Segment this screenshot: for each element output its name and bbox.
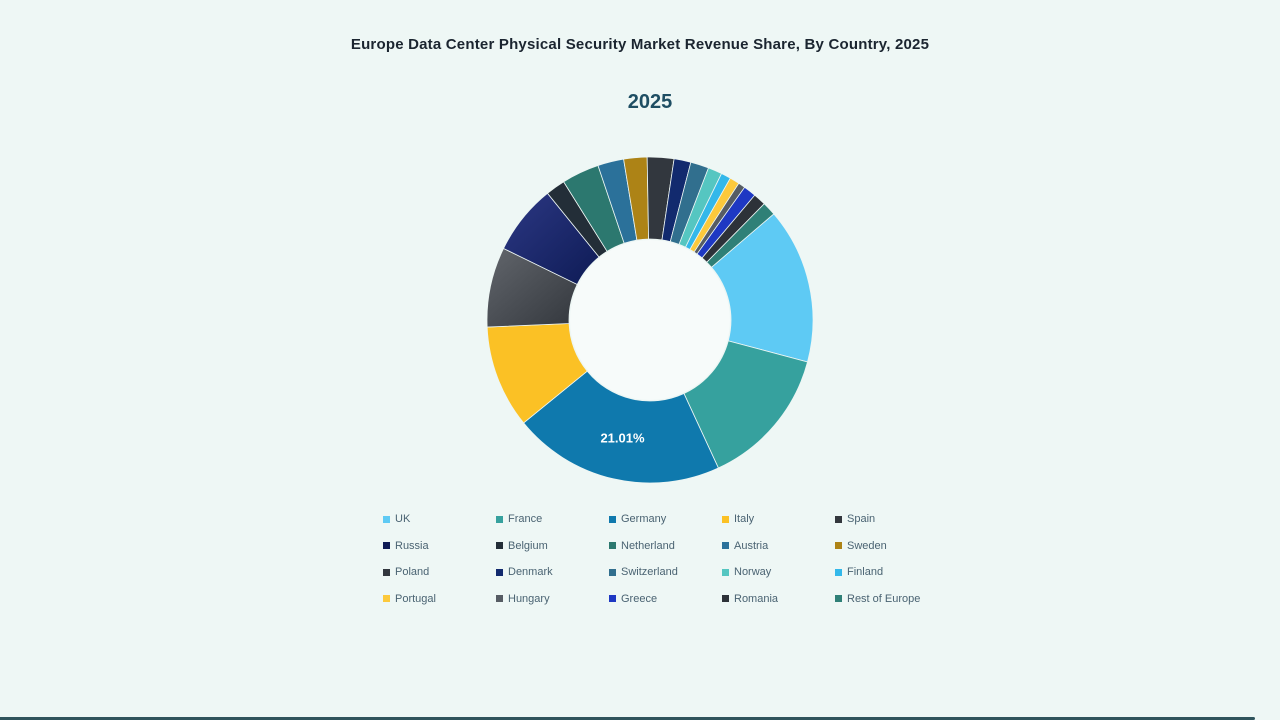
legend-swatch-portugal bbox=[383, 595, 390, 603]
legend-swatch-rest-of-europe bbox=[835, 595, 842, 603]
legend-item-russia: Russia bbox=[383, 540, 496, 552]
legend-label-switzerland: Switzerland bbox=[621, 566, 678, 579]
legend-swatch-uk bbox=[383, 515, 390, 523]
legend-swatch-russia bbox=[383, 542, 390, 550]
legend-label-sweden: Sweden bbox=[847, 539, 887, 552]
legend-swatch-netherland bbox=[609, 542, 616, 550]
legend-swatch-hungary bbox=[496, 595, 503, 603]
legend-item-austria: Austria bbox=[722, 540, 835, 552]
legend-swatch-germany bbox=[609, 515, 616, 523]
legend-label-netherland: Netherland bbox=[621, 539, 675, 552]
legend-label-austria: Austria bbox=[734, 539, 769, 552]
legend-label-spain: Spain bbox=[847, 513, 876, 526]
legend-item-norway: Norway bbox=[722, 566, 835, 578]
legend-item-uk: UK bbox=[383, 513, 496, 525]
legend-item-sweden: Sweden bbox=[835, 540, 948, 552]
bottom-edge-bar bbox=[0, 717, 1255, 720]
legend-item-spain: Spain bbox=[835, 513, 948, 525]
legend-swatch-norway bbox=[722, 568, 729, 576]
legend-swatch-sweden bbox=[835, 542, 842, 550]
legend-swatch-greece bbox=[609, 595, 616, 603]
legend-swatch-italy bbox=[722, 515, 729, 523]
legend-label-finland: Finland bbox=[847, 566, 884, 579]
legend-swatch-romania bbox=[722, 595, 729, 603]
legend-label-belgium: Belgium bbox=[508, 539, 548, 552]
chart-legend: UK France Germany Italy Spain Russia Belgium Ne… bbox=[383, 506, 948, 612]
donut-chart: 21.01% bbox=[480, 150, 820, 490]
legend-label-rest-of-europe: Rest of Europe bbox=[847, 592, 921, 605]
legend-label-romania: Romania bbox=[734, 592, 779, 605]
donut-chart-svg: 21.01% bbox=[486, 156, 814, 484]
legend-label-uk: UK bbox=[395, 513, 411, 526]
slice-rest-of-europe bbox=[706, 203, 775, 268]
legend-label-norway: Norway bbox=[734, 566, 772, 579]
legend-label-poland: Poland bbox=[395, 566, 430, 579]
legend-swatch-france bbox=[496, 515, 503, 523]
slice-label-germany: 21.01% bbox=[600, 430, 645, 445]
legend-swatch-denmark bbox=[496, 568, 503, 576]
legend-swatch-poland bbox=[383, 568, 390, 576]
legend-swatch-austria bbox=[722, 542, 729, 550]
legend-item-netherland: Netherland bbox=[609, 540, 722, 552]
legend-swatch-spain bbox=[835, 515, 842, 523]
slice-germany bbox=[523, 370, 719, 484]
legend-item-greece: Greece bbox=[609, 593, 722, 605]
legend-label-russia: Russia bbox=[395, 539, 429, 552]
legend-item-italy: Italy bbox=[722, 513, 835, 525]
donut-hole bbox=[570, 240, 730, 400]
legend-label-greece: Greece bbox=[621, 592, 658, 605]
legend-item-hungary: Hungary bbox=[496, 593, 609, 605]
chart-year-label: 2025 bbox=[627, 91, 673, 113]
legend-item-belgium: Belgium bbox=[496, 540, 609, 552]
chart-title: Europe Data Center Physical Security Mar… bbox=[350, 36, 930, 53]
legend-label-hungary: Hungary bbox=[508, 592, 550, 605]
legend-item-romania: Romania bbox=[722, 593, 835, 605]
legend-item-france: France bbox=[496, 513, 609, 525]
legend-item-switzerland: Switzerland bbox=[609, 566, 722, 578]
legend-item-rest-of-europe: Rest of Europe bbox=[835, 593, 948, 605]
legend-item-portugal: Portugal bbox=[383, 593, 496, 605]
legend-swatch-switzerland bbox=[609, 568, 616, 576]
legend-swatch-finland bbox=[835, 568, 842, 576]
legend-label-portugal: Portugal bbox=[395, 592, 436, 605]
legend-label-denmark: Denmark bbox=[508, 566, 553, 579]
legend-item-germany: Germany bbox=[609, 513, 722, 525]
legend-label-germany: Germany bbox=[621, 513, 667, 526]
legend-label-italy: Italy bbox=[734, 513, 755, 526]
legend-label-france: France bbox=[508, 513, 543, 526]
legend-item-poland: Poland bbox=[383, 566, 496, 578]
legend-swatch-belgium bbox=[496, 542, 503, 550]
legend-item-denmark: Denmark bbox=[496, 566, 609, 578]
legend-item-finland: Finland bbox=[835, 566, 948, 578]
